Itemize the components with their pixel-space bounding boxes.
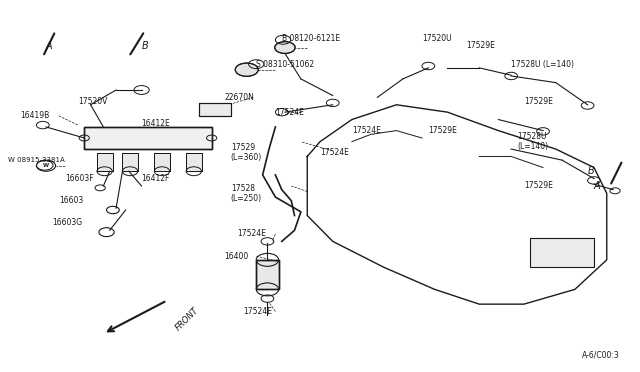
Text: 17529E: 17529E [524, 182, 553, 190]
Text: 17524E: 17524E [352, 126, 381, 135]
Bar [256, 260, 278, 289]
Bar [154, 153, 170, 171]
Text: 17520U: 17520U [422, 34, 452, 43]
Text: B: B [141, 41, 148, 51]
Bar [122, 153, 138, 171]
Text: B 08120-6121E: B 08120-6121E [282, 34, 340, 43]
Text: 1989 Nissan 240SX - Regulator Assembly-Pressure: 1989 Nissan 240SX - Regulator Assembly-P… [205, 9, 435, 18]
Bar [84, 127, 212, 149]
Text: 22670N: 22670N [225, 93, 254, 102]
Text: FRONT: FRONT [173, 305, 200, 332]
Text: W 08915-3381A: W 08915-3381A [8, 157, 65, 163]
Bar [531, 238, 594, 267]
Text: 16412F: 16412F [141, 174, 170, 183]
Text: 16603: 16603 [59, 196, 83, 205]
Bar [199, 103, 231, 116]
Text: 17520V: 17520V [78, 97, 108, 106]
Circle shape [275, 42, 295, 54]
Text: 16419B: 16419B [20, 111, 50, 121]
Text: A: A [46, 41, 52, 51]
Text: 17528
(L=250): 17528 (L=250) [231, 184, 262, 203]
Bar [186, 153, 202, 171]
Bar [84, 127, 212, 149]
Text: 17529E: 17529E [467, 41, 495, 50]
Text: 17524E: 17524E [275, 108, 304, 117]
Text: B: B [588, 166, 595, 176]
Text: 17524E: 17524E [320, 148, 349, 157]
Text: 17529E: 17529E [524, 97, 553, 106]
Text: 17524E: 17524E [244, 307, 273, 316]
Text: 17529
(L=360): 17529 (L=360) [231, 143, 262, 163]
Text: W: W [43, 163, 49, 168]
Text: S 08310-51062: S 08310-51062 [256, 60, 314, 69]
Text: 16412E: 16412E [141, 119, 170, 128]
Circle shape [236, 63, 258, 76]
Bar [199, 103, 231, 116]
Bar [97, 153, 113, 171]
Bar [154, 153, 170, 171]
Bar [256, 260, 278, 289]
Text: 17529E: 17529E [428, 126, 457, 135]
Text: 16400: 16400 [225, 251, 249, 261]
Bar [186, 153, 202, 171]
Text: 17524E: 17524E [237, 230, 266, 238]
Text: A-6/C00:3: A-6/C00:3 [582, 350, 620, 359]
Text: 16603F: 16603F [65, 174, 93, 183]
Text: 17528U
(L=140): 17528U (L=140) [518, 132, 548, 151]
Bar [122, 153, 138, 171]
Text: 17528U (L=140): 17528U (L=140) [511, 60, 574, 69]
Bar [97, 153, 113, 171]
Text: A: A [594, 181, 600, 191]
Text: 16603G: 16603G [52, 218, 83, 227]
